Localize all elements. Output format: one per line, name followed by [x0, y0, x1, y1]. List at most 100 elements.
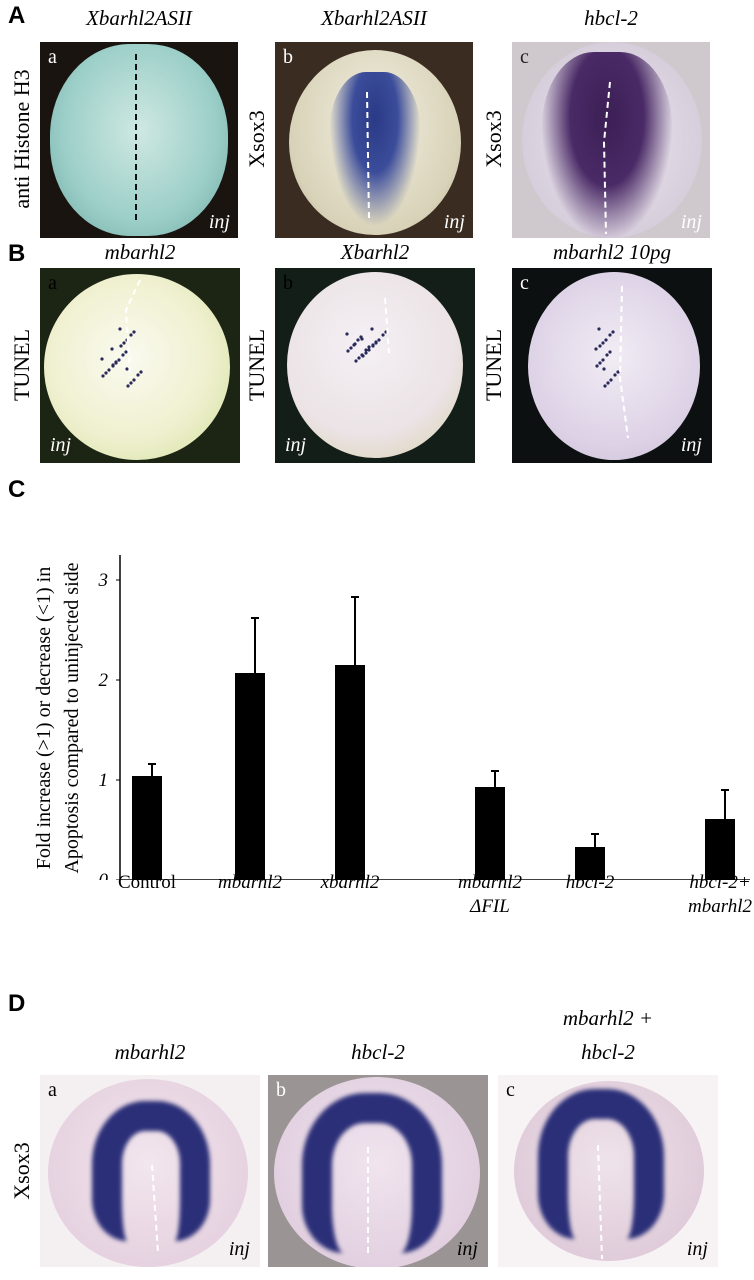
tunel-dot — [345, 332, 349, 336]
tunel-dot — [129, 381, 133, 385]
side-label: TUNEL — [244, 328, 269, 402]
embryo-image: a inj — [40, 1075, 260, 1267]
image-title: hbcl-2 — [584, 6, 638, 30]
tunel-dot — [370, 327, 374, 331]
panel-label: B — [8, 240, 26, 267]
image-title: mbarhl2 — [104, 240, 176, 264]
tunel-dot — [129, 333, 133, 337]
image-letter: c — [520, 272, 529, 294]
dashed-line — [124, 279, 141, 379]
tunel-dot — [367, 345, 371, 349]
tunel-dot — [117, 358, 121, 362]
tunel-dot — [356, 338, 360, 342]
panel-label: C — [8, 476, 26, 503]
tunel-dot — [603, 384, 607, 388]
image-letter: c — [506, 1079, 515, 1101]
tunel-dot — [125, 367, 129, 371]
midline — [597, 1144, 603, 1260]
embryo-image: c inj — [512, 268, 712, 463]
midline — [345, 297, 390, 363]
x-tick-label: xbarhl2 — [320, 872, 380, 893]
inj-label: inj — [50, 434, 72, 456]
tunel-dot — [124, 350, 128, 354]
image-title: mbarhl2 + — [562, 1006, 654, 1030]
midline — [135, 54, 137, 222]
dashed-line — [618, 285, 629, 439]
embryo — [528, 272, 700, 460]
tunel-dot — [114, 360, 118, 364]
tunel-dot — [364, 351, 368, 355]
tunel-dot — [604, 338, 608, 342]
image-title: mbarhl2 — [114, 1040, 186, 1064]
side-label: Xsox3 — [244, 110, 269, 168]
tunel-dot — [121, 353, 125, 357]
tunel-dot — [598, 344, 602, 348]
tunel-dot — [132, 330, 136, 334]
image-title: hbcl-2 — [351, 1040, 405, 1064]
image-letter: b — [283, 272, 293, 294]
x-tick-label: mbarhl2 — [217, 872, 283, 893]
midline — [367, 1147, 369, 1253]
y-tick-label: 1 — [99, 770, 109, 791]
tunel-dot — [605, 353, 609, 357]
tunel-dot — [381, 333, 385, 337]
image-title: Xbarhl2 — [340, 240, 410, 264]
side-label: Xsox3 — [9, 1142, 34, 1200]
embryo-image: c inj — [498, 1075, 718, 1267]
tunel-dot — [346, 349, 350, 353]
inj-label: inj — [443, 211, 465, 233]
tunel-dot — [104, 371, 108, 375]
tunel-dot — [606, 381, 610, 385]
tunel-dot — [101, 374, 105, 378]
bar-chart: 0 1 2 3 Fold increase (>1) or decrease (<1) … — [33, 555, 750, 880]
embryo-image: c inj — [512, 42, 710, 238]
tunel-dot — [613, 373, 617, 377]
midline — [366, 91, 370, 221]
image-title: hbcl-2 — [581, 1040, 635, 1064]
image-letter: c — [520, 46, 529, 68]
tunel-dot — [367, 348, 371, 352]
embryo — [287, 272, 463, 458]
tunel-dot — [110, 347, 114, 351]
bar — [705, 819, 735, 880]
tunel-dot — [598, 361, 602, 365]
tunel-dot — [364, 348, 368, 352]
dashed-line — [384, 297, 390, 354]
image-letter: a — [48, 272, 57, 294]
tunel-dot — [139, 370, 143, 374]
inj-label: inj — [208, 211, 230, 233]
stain — [329, 72, 421, 227]
midline — [151, 1164, 159, 1254]
tunel-dot — [132, 378, 136, 382]
tunel-dot — [119, 344, 123, 348]
tunel-dot — [374, 341, 378, 345]
embryo-image: b inj — [268, 1075, 488, 1267]
midline — [602, 81, 611, 235]
inj-label: inj — [228, 1238, 250, 1260]
inj-label: inj — [680, 211, 702, 233]
tunel-dot — [609, 378, 613, 382]
embryo-image: a inj — [40, 268, 240, 463]
stain — [542, 52, 672, 238]
inj-label: inj — [680, 434, 702, 456]
tunel-dot — [616, 370, 620, 374]
image-letter: b — [283, 46, 293, 68]
embryo-image: b inj — [275, 268, 475, 463]
tunel-dot — [118, 327, 122, 331]
tunel-dot — [107, 368, 111, 372]
y-axis-label: Apoptosis compared to uninjected side — [61, 562, 83, 873]
tunel-dot — [360, 353, 364, 357]
side-label: anti Histone H3 — [9, 69, 34, 209]
embryo-image: a inj — [40, 42, 238, 238]
bar — [335, 665, 365, 880]
side-label: Xsox3 — [481, 110, 506, 168]
tunel-dot — [360, 337, 364, 341]
tunel-dot — [601, 358, 605, 362]
tunel-dot — [122, 341, 126, 345]
y-tick-label: 2 — [99, 670, 109, 691]
panel-label: A — [8, 2, 26, 29]
embryo — [50, 44, 228, 236]
image-title: mbarhl2 10pg — [552, 240, 672, 264]
y-tick-label: 0 — [99, 870, 109, 880]
